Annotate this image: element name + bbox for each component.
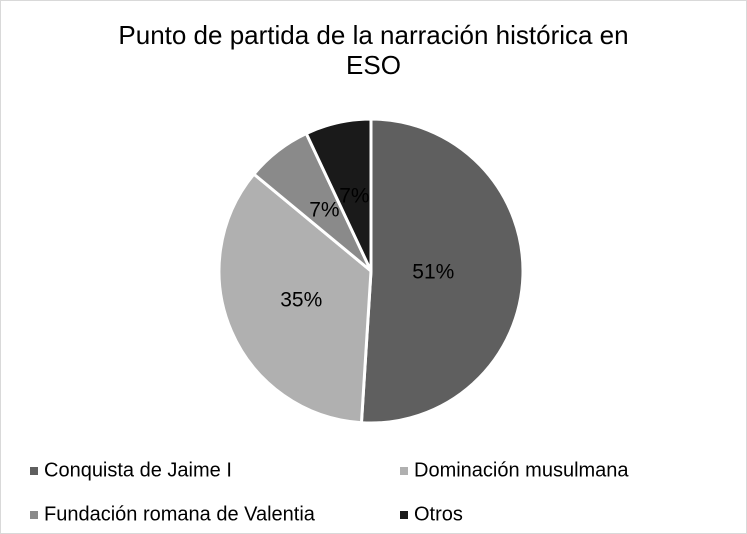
- legend-label: Conquista de Jaime I: [44, 459, 232, 481]
- chart-title: Punto de partida de la narración históri…: [118, 20, 629, 80]
- legend-swatch: [30, 511, 38, 519]
- value-label: 7%: [309, 198, 339, 221]
- legend-label: Otros: [414, 503, 463, 525]
- pie-slice: [304, 117, 373, 272]
- legend-swatch: [400, 511, 408, 519]
- pie-slice: [359, 117, 525, 425]
- legend-label: Fundación romana de Valentia: [44, 503, 316, 525]
- value-label: 51%: [412, 261, 454, 284]
- legend-swatch: [30, 467, 38, 475]
- pie-slice: [217, 171, 373, 425]
- legend-label: Dominación musulmana: [414, 459, 629, 481]
- legend-swatch: [400, 467, 408, 475]
- value-label: 7%: [339, 184, 369, 207]
- value-label: 35%: [280, 289, 322, 312]
